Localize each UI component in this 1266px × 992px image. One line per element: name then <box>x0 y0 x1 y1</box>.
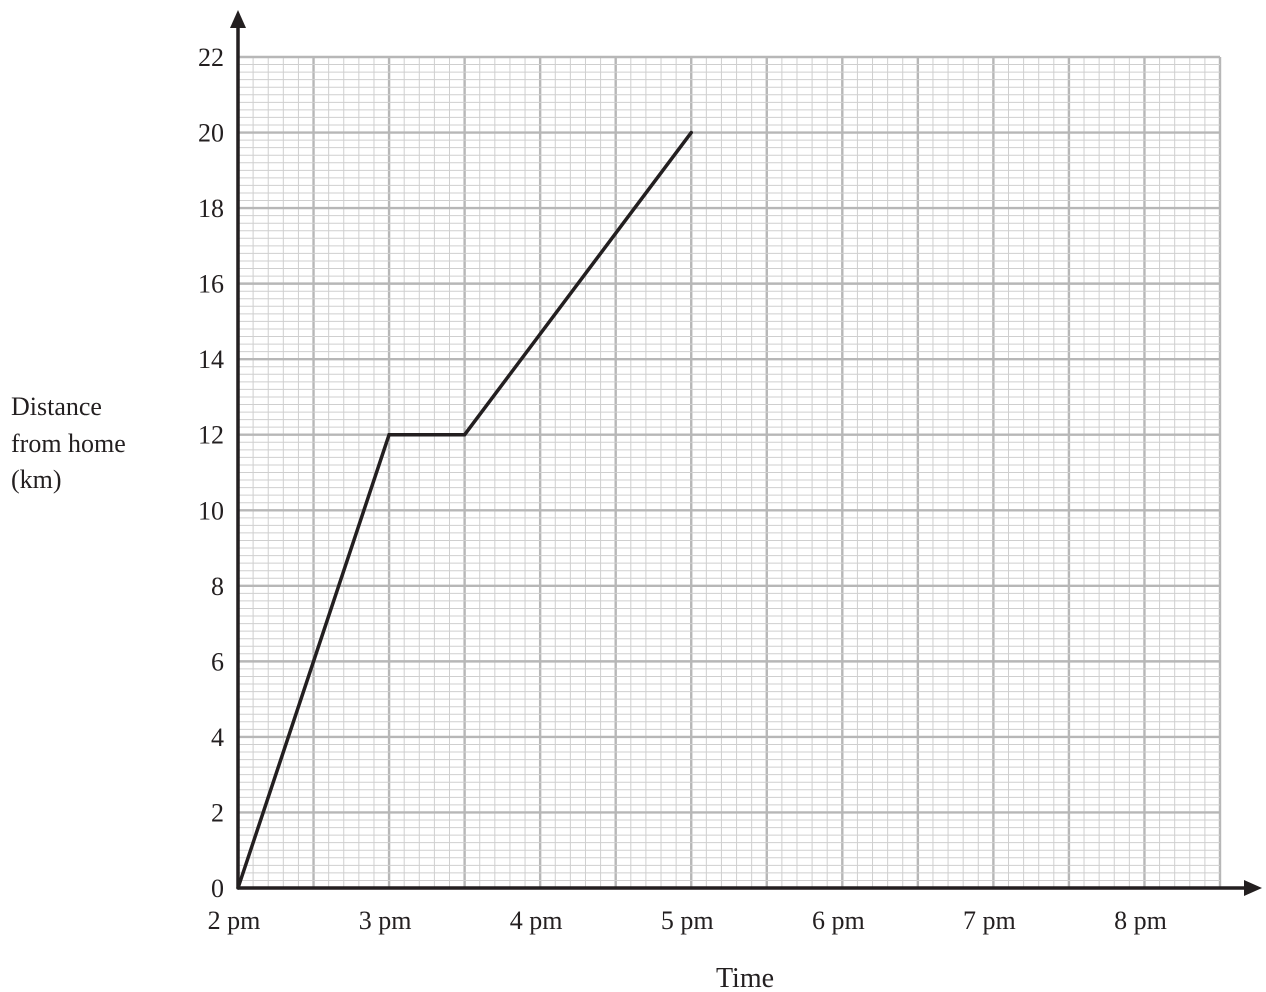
x-axis-arrowhead <box>1244 880 1262 896</box>
x-tick-label: 4 pm <box>510 906 563 935</box>
y-axis-label-line-2: from home <box>11 429 126 458</box>
y-axis-label-line-3: (km) <box>11 465 62 494</box>
x-tick-label: 3 pm <box>359 906 412 935</box>
grid <box>236 55 1222 890</box>
x-axis-label: Time <box>716 963 774 992</box>
y-tick-label: 14 <box>198 345 224 374</box>
x-tick-label: 5 pm <box>661 906 714 935</box>
x-tick-label: 2 pm <box>208 906 261 935</box>
y-tick-label: 4 <box>211 723 224 752</box>
y-tick-label: 16 <box>198 270 224 299</box>
tick-labels: 0 2 4 6 8 10 12 14 16 18 20 22 2 pm 3 pm 4 pm 5 pm 6 pm 7… <box>198 43 1167 935</box>
x-tick-label: 8 pm <box>1114 906 1167 935</box>
series-line <box>236 130 693 890</box>
y-tick-label: 2 <box>211 798 224 827</box>
x-tick-label: 7 pm <box>963 906 1016 935</box>
y-tick-label: 22 <box>198 43 224 72</box>
y-tick-label: 20 <box>198 119 224 148</box>
y-tick-label: 0 <box>211 874 224 903</box>
y-tick-label: 6 <box>211 647 224 676</box>
y-axis-arrowhead <box>230 10 246 28</box>
series <box>236 130 693 890</box>
x-tick-label: 6 pm <box>812 906 865 935</box>
y-axis-label-line-1: Distance <box>11 392 102 421</box>
axes <box>230 10 1262 896</box>
y-tick-label: 10 <box>198 496 224 525</box>
y-tick-label: 12 <box>198 421 224 450</box>
y-tick-label: 8 <box>211 572 224 601</box>
y-tick-label: 18 <box>198 194 224 223</box>
